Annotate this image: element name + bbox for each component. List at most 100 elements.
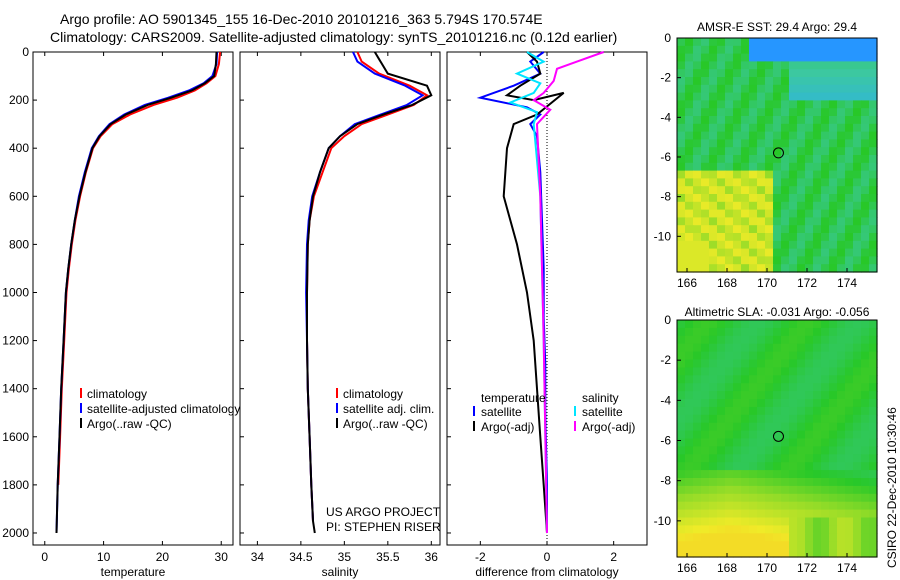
- sst-map-cell: [789, 92, 798, 101]
- sst-map-cell: [853, 139, 862, 148]
- sla-map-cell: [725, 446, 734, 455]
- sla-map-cell: [733, 438, 742, 447]
- sla-map-cell: [693, 517, 702, 526]
- sla-map-cell: [685, 406, 694, 416]
- sla-map-cell: [821, 367, 830, 376]
- sla-map-cell: [789, 485, 798, 495]
- sst-map-cell: [837, 178, 846, 187]
- sst-map-cell: [709, 147, 718, 156]
- sla-map-cell: [733, 351, 742, 361]
- sla-map-cell: [869, 343, 878, 353]
- sst-map-cell: [869, 108, 878, 117]
- sla-map-cell: [733, 335, 742, 345]
- sst-map-cell: [781, 123, 790, 133]
- sla-map-cell: [797, 383, 806, 392]
- sst-map-cell: [853, 61, 862, 70]
- sst-map-cell: [813, 147, 822, 156]
- salinity-panel: 34 34.5 35 35.5 36salinityclimatologysatelli…: [239, 51, 441, 579]
- sst-map-cell: [789, 217, 798, 226]
- sst-map-cell: [861, 53, 870, 62]
- sst-map-cell: [733, 186, 742, 195]
- sla-map-cell: [725, 343, 734, 353]
- sla-map-cell: [837, 485, 846, 495]
- sst-map-cell: [717, 170, 726, 179]
- sla-map-cell: [853, 478, 862, 487]
- sst-map-cell: [685, 84, 694, 94]
- sst-map-cell: [805, 77, 814, 86]
- sla-map-cell: [821, 422, 830, 432]
- sst-map-cell: [789, 240, 798, 250]
- sst-map-cell: [797, 53, 806, 62]
- sla-map-cell: [861, 525, 870, 534]
- sst-map-cell: [773, 233, 782, 242]
- sst-map-cell: [709, 131, 718, 140]
- sla-map-cell: [757, 391, 766, 400]
- sst-map-cell: [725, 45, 734, 55]
- sla-map-cell: [869, 525, 878, 534]
- sst-map-cell: [797, 123, 806, 133]
- sst-map-cell: [829, 233, 838, 242]
- sla-map-cell: [773, 367, 782, 376]
- sst-map-cell: [773, 92, 782, 101]
- sst-map-cell: [749, 38, 758, 47]
- sla-map-cell: [813, 327, 822, 337]
- sla-map-cell: [853, 454, 862, 463]
- temperature-xtick-label: 0: [41, 550, 48, 564]
- sla-map-cell: [821, 478, 830, 487]
- sst-map-cell: [741, 116, 750, 125]
- sla-map-cell: [765, 517, 774, 526]
- sla-map-cell: [845, 399, 854, 408]
- sla-map-cell: [709, 383, 718, 392]
- sst-map-cell: [845, 147, 854, 156]
- sst-map-cell: [805, 162, 814, 172]
- sla-map-cell: [837, 478, 846, 487]
- sla-map-cell: [781, 351, 790, 361]
- sst-map-cell: [797, 131, 806, 140]
- sla-map-cell: [781, 320, 790, 329]
- sla-map-cell: [773, 335, 782, 345]
- sla-map-xtick-label: 174: [837, 561, 857, 575]
- sst-map-cell: [709, 194, 718, 203]
- sla-map-cell: [837, 509, 846, 519]
- sla-map-cell: [861, 478, 870, 487]
- sla-map-cell: [853, 446, 862, 455]
- sst-map-cell: [725, 69, 734, 78]
- sst-map-cell: [869, 61, 878, 70]
- sst-map-cell: [765, 53, 774, 62]
- sla-map-cell: [837, 517, 846, 526]
- sla-map-ytick-label: -4: [660, 393, 671, 407]
- sla-map-cell: [853, 320, 862, 329]
- sst-map-cell: [805, 131, 814, 140]
- sst-map-cell: [717, 264, 726, 273]
- sst-map-cell: [717, 209, 726, 218]
- sla-map-cell: [693, 375, 702, 384]
- sst-map-cell: [717, 194, 726, 203]
- sst-map-cell: [805, 108, 814, 117]
- sst-map-cell: [677, 233, 686, 242]
- temperature-xtick-label: 30: [215, 550, 229, 564]
- sla-map-cell: [861, 343, 870, 353]
- sla-map-cell: [797, 320, 806, 329]
- sla-map-cell: [869, 462, 878, 471]
- sst-map-cell: [741, 77, 750, 86]
- sla-map-cell: [813, 478, 822, 487]
- sst-map-cell: [869, 248, 878, 257]
- sst-map-cell: [677, 170, 686, 179]
- sla-map-cell: [773, 422, 782, 432]
- sst-map-cell: [845, 92, 854, 101]
- sla-map-cell: [845, 470, 854, 479]
- sst-map-cell: [677, 155, 686, 164]
- sst-map-cell: [773, 139, 782, 148]
- sst-map-argo-marker: [772, 147, 784, 159]
- sla-map-cell: [733, 430, 742, 440]
- sst-map-cell: [709, 264, 718, 273]
- salinity-legend-label: satellite adj. clim.: [343, 402, 434, 416]
- sla-map-cell: [765, 541, 774, 550]
- sla-map-cell: [709, 406, 718, 416]
- sla-map-cell: [749, 375, 758, 384]
- sst-map-cell: [757, 256, 766, 265]
- sst-map-cell: [845, 162, 854, 172]
- sla-map-cell: [717, 501, 726, 511]
- sla-map-cell: [717, 509, 726, 519]
- sst-map-cell: [813, 61, 822, 70]
